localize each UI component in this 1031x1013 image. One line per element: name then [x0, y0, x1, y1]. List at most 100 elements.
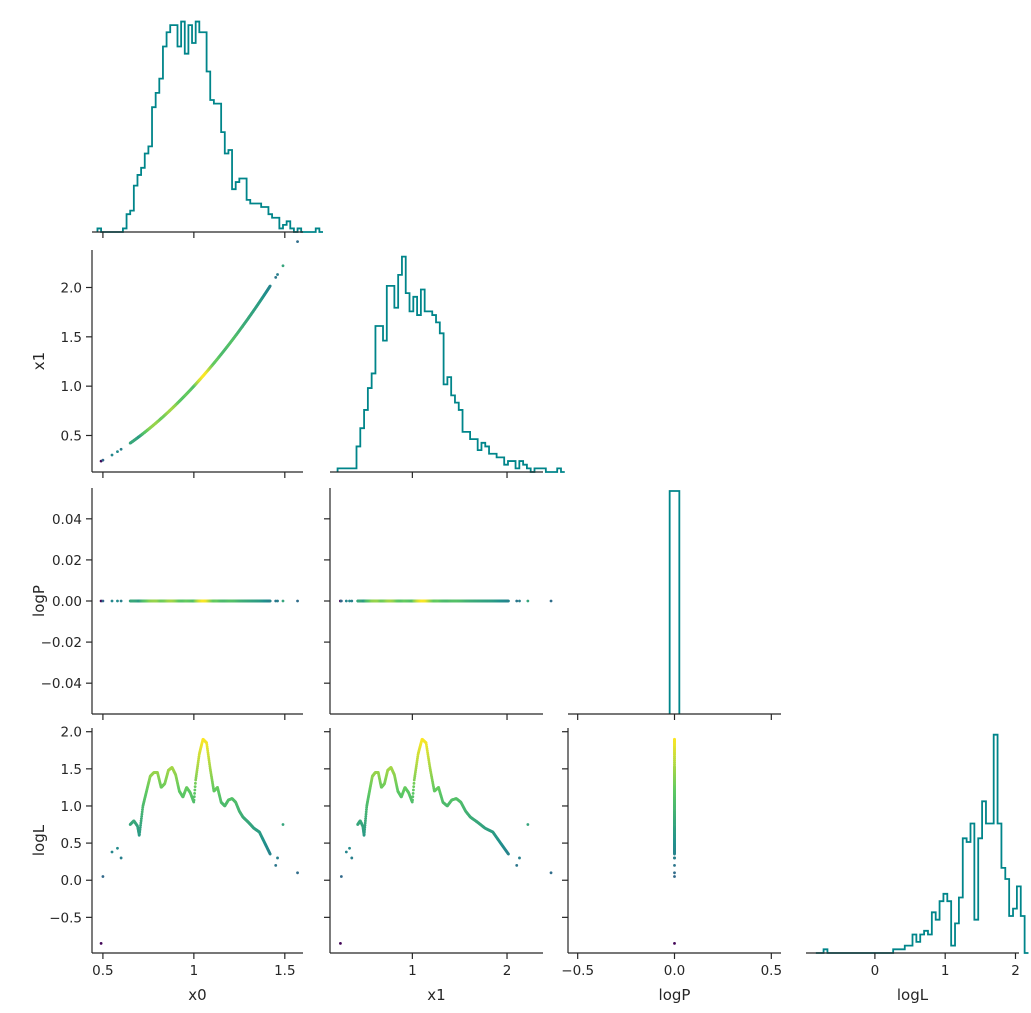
data-point	[339, 941, 342, 945]
data-point	[296, 871, 299, 875]
data-point	[515, 863, 519, 867]
y-tick-label: 0.0	[61, 873, 82, 889]
data-point	[344, 599, 348, 603]
y-tick-label: −0.5	[49, 910, 82, 926]
data-point	[673, 741, 676, 745]
x-tick-label: 0	[871, 963, 880, 979]
hist-step-logL	[815, 733, 1029, 954]
scatter-logP-x0	[99, 599, 299, 603]
data-point	[194, 781, 197, 785]
data-point	[101, 599, 105, 603]
data-point	[363, 823, 367, 827]
x-tick-label: 1	[941, 963, 950, 979]
data-point	[364, 810, 368, 814]
data-point	[139, 817, 143, 820]
data-point	[99, 941, 103, 945]
data-point	[673, 823, 676, 826]
data-point	[139, 823, 142, 827]
data-point	[101, 458, 105, 462]
data-point	[673, 743, 676, 747]
data-point	[673, 871, 676, 875]
data-point	[119, 599, 123, 603]
x-tick-label: −0.5	[561, 963, 594, 979]
data-point	[412, 781, 416, 785]
data-point	[268, 599, 272, 603]
data-point	[673, 760, 676, 764]
data-point	[138, 830, 142, 834]
data-point	[362, 832, 366, 836]
data-point	[119, 856, 123, 860]
data-point	[193, 791, 196, 795]
data-point	[364, 814, 368, 818]
data-point	[411, 798, 414, 802]
data-point	[412, 788, 415, 792]
data-point	[673, 875, 676, 878]
hist-logL	[815, 733, 1029, 954]
y-tick-label: 1.5	[61, 330, 82, 346]
data-point	[549, 871, 553, 875]
data-point	[364, 817, 368, 820]
data-point	[364, 812, 368, 816]
scatter-logL-logP	[673, 737, 676, 945]
data-point	[364, 819, 367, 823]
data-point	[110, 599, 114, 603]
data-point	[673, 749, 676, 753]
data-point	[138, 832, 141, 836]
data-point	[673, 757, 676, 760]
y-tick-label: 1.0	[61, 379, 82, 395]
data-point	[411, 795, 415, 799]
data-point	[119, 447, 123, 451]
hist-step-logP	[668, 490, 681, 714]
data-point	[673, 745, 676, 749]
data-point	[363, 821, 367, 825]
x-axis-label-x0: x0	[188, 986, 206, 1004]
data-point	[549, 599, 553, 603]
data-point	[101, 875, 105, 878]
data-point	[193, 788, 197, 792]
y-axis-label-logP: logP	[30, 585, 48, 617]
data-point	[193, 785, 197, 789]
data-point	[110, 453, 114, 457]
data-point	[526, 599, 530, 603]
data-point	[348, 599, 351, 603]
data-point	[192, 798, 196, 802]
data-point	[673, 846, 676, 850]
x-tick-label: 1	[190, 963, 199, 979]
x-tick-label: 2	[503, 963, 512, 979]
data-point	[192, 795, 196, 799]
data-point	[363, 828, 367, 832]
y-tick-label: 2.0	[61, 280, 82, 296]
data-point	[348, 846, 351, 850]
data-point	[673, 758, 676, 762]
y-tick-label: −0.04	[41, 676, 82, 692]
data-point	[339, 599, 343, 603]
data-point	[673, 753, 676, 756]
y-tick-label: 1.0	[61, 799, 82, 815]
data-point	[296, 599, 299, 603]
data-point	[138, 826, 142, 829]
data-point	[673, 762, 676, 766]
hist-x0	[96, 20, 324, 233]
x-tick-label: 0.5	[92, 963, 113, 979]
data-point	[673, 755, 676, 758]
data-point	[116, 450, 119, 454]
data-point	[365, 808, 368, 812]
data-point	[673, 941, 676, 945]
data-point	[268, 852, 272, 856]
scatter-x1-x0	[99, 240, 299, 463]
data-point	[350, 599, 354, 603]
data-point	[139, 821, 143, 825]
x-tick-label: 0.0	[664, 963, 685, 979]
data-point	[339, 875, 343, 878]
data-point	[363, 826, 367, 829]
y-tick-label: 0.00	[52, 594, 82, 610]
data-point	[276, 273, 279, 276]
x-axis-label-logL: logL	[897, 986, 929, 1004]
data-point	[518, 856, 521, 860]
y-axis-label-logL: logL	[30, 824, 48, 856]
data-point	[274, 275, 278, 279]
y-tick-label: 0.5	[61, 836, 82, 852]
data-point	[110, 850, 114, 854]
data-point	[138, 828, 142, 832]
data-point	[411, 791, 415, 795]
